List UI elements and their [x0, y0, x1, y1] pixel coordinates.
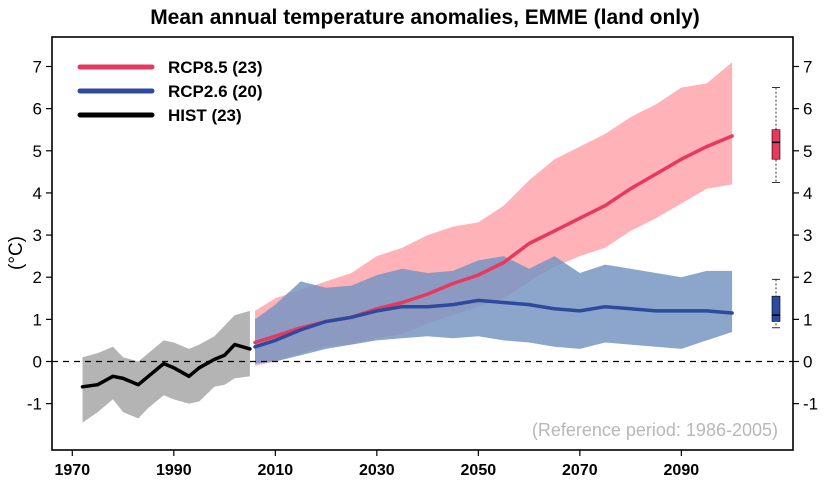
band-hist: [82, 310, 250, 423]
legend-label: RCP8.5 (23): [168, 58, 262, 77]
ytick-right-label: -1: [803, 395, 818, 414]
xtick-label: 2010: [258, 462, 294, 479]
y-axis-left: -1 0 1 2 3 4 5 6 7: [27, 58, 52, 414]
ytick-left-label: 6: [33, 100, 42, 119]
ytick-right-label: 3: [803, 226, 812, 245]
plot-frame: [51, 36, 794, 451]
xtick-label: 2070: [562, 462, 598, 479]
xtick-label: 2050: [461, 462, 497, 479]
ytick-right-label: 5: [803, 142, 812, 161]
boxplot-box: [771, 295, 781, 322]
xtick-label: 1990: [156, 462, 192, 479]
ytick-right-label: 0: [803, 353, 812, 372]
boxplot-box: [771, 129, 781, 160]
ytick-right-label: 6: [803, 100, 812, 119]
line-hist: [80, 342, 252, 389]
ytick-left-label: 0: [33, 353, 42, 372]
line-rcp26: [253, 298, 734, 349]
series-lines: [80, 134, 734, 389]
y-axis-label: (°C): [6, 236, 27, 270]
reference-period-annotation: (Reference period: 1986-2005): [532, 420, 778, 440]
ytick-right-label: 1: [803, 310, 812, 329]
ytick-left-label: 5: [33, 142, 42, 161]
ytick-left-label: -1: [27, 395, 42, 414]
ytick-left-label: 3: [33, 226, 42, 245]
ytick-right-label: 7: [803, 58, 812, 77]
y-axis-right: -1 0 1 2 3 4 5 6 7: [793, 58, 818, 414]
xtick-label: 2030: [359, 462, 395, 479]
xtick-label: 2090: [664, 462, 700, 479]
chart-title: Mean annual temperature anomalies, EMME …: [150, 6, 700, 29]
legend-label: RCP2.6 (20): [168, 82, 262, 101]
legend-item-rcp85: RCP8.5 (23): [77, 58, 262, 77]
ytick-right-label: 2: [803, 268, 812, 287]
legend: RCP8.5 (23) RCP2.6 (20) HIST (23): [77, 58, 262, 125]
ytick-left-label: 2: [33, 268, 42, 287]
ytick-right-label: 4: [803, 184, 812, 203]
end-of-century-boxplots: [771, 87, 781, 329]
ytick-left-label: 4: [33, 184, 42, 203]
legend-item-rcp26: RCP2.6 (20): [77, 82, 262, 101]
band-rcp26: [255, 256, 733, 364]
xtick-label: 1970: [55, 462, 91, 479]
x-axis: 1970 1990 2010 2030 2050 2070 2090: [55, 450, 700, 479]
uncertainty-bands: [82, 62, 733, 423]
legend-label: HIST (23): [168, 106, 242, 125]
legend-item-hist: HIST (23): [77, 106, 242, 125]
ytick-left-label: 7: [33, 58, 42, 77]
boxplot-rcp26: [771, 278, 781, 329]
ytick-left-label: 1: [33, 310, 42, 329]
boxplot-rcp85: [771, 87, 781, 183]
